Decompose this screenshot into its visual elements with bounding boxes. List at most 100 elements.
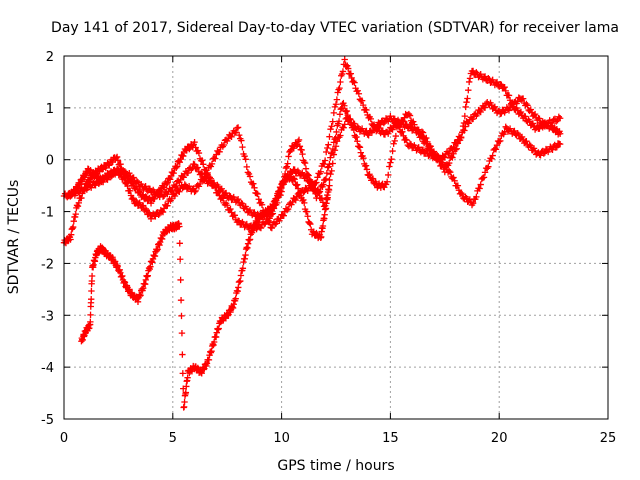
data-point [477, 108, 484, 116]
data-point [244, 244, 251, 252]
data-point [133, 177, 141, 185]
x-tick-label: 5 [169, 431, 177, 446]
data-point [324, 164, 331, 171]
data-point [332, 101, 340, 108]
data-point [210, 341, 217, 349]
data-point [71, 213, 79, 221]
data-point [78, 194, 85, 202]
data-point [498, 81, 505, 88]
y-tick-label: -5 [41, 413, 54, 428]
data-point [238, 199, 245, 207]
data-point [244, 240, 252, 247]
data-point [72, 210, 79, 218]
data-point [379, 127, 386, 134]
data-point [365, 132, 372, 139]
data-point [237, 272, 245, 279]
data-point [324, 194, 331, 201]
data-point [511, 127, 518, 135]
data-point [367, 115, 375, 123]
data-point [147, 200, 155, 207]
data-point [204, 169, 211, 177]
data-point [302, 165, 310, 172]
y-tick-label: -4 [41, 361, 54, 376]
data-point [403, 121, 410, 128]
data-point [450, 150, 457, 157]
data-point [466, 75, 474, 82]
data-point [227, 205, 234, 213]
data-point [505, 107, 513, 114]
data-point [142, 183, 149, 190]
data-point [387, 113, 394, 120]
data-point [477, 70, 484, 78]
data-point [473, 193, 480, 201]
data-point [198, 157, 206, 164]
data-point [515, 131, 522, 138]
data-point [476, 185, 483, 192]
data-point [160, 192, 168, 199]
data-point [360, 154, 367, 162]
data-point [360, 101, 367, 109]
data-point [114, 157, 122, 164]
series-trace-d [78, 171, 333, 411]
data-point [106, 162, 113, 169]
data-point [318, 233, 325, 241]
data-point [151, 252, 159, 260]
axis-ticks: 0 5 10 15 20 25 -5 -4 -3 -2 -1 0 1 2 [41, 50, 616, 446]
data-point [229, 303, 236, 311]
data-point [146, 185, 154, 193]
data-point [354, 138, 361, 145]
data-point [250, 180, 257, 187]
data-point [173, 164, 180, 171]
data-point [343, 107, 351, 115]
data-point [301, 199, 308, 207]
data-point [522, 113, 529, 120]
data-point [249, 227, 256, 234]
data-point [344, 62, 351, 69]
data-point [291, 176, 298, 183]
data-point [309, 182, 317, 189]
data-point [145, 264, 153, 272]
data-point [137, 292, 144, 299]
data-point [519, 95, 527, 102]
data-point [320, 181, 327, 188]
data-point [296, 143, 304, 150]
data-point [387, 159, 394, 166]
data-point [317, 168, 324, 175]
data-point [491, 103, 499, 111]
data-point [326, 133, 333, 140]
data-point [493, 78, 501, 86]
y-tick-label: -1 [41, 206, 54, 221]
data-point [278, 184, 285, 192]
data-point [260, 221, 268, 228]
data-point [334, 89, 341, 96]
data-point [119, 173, 127, 181]
data-point [146, 209, 153, 216]
data-point [284, 160, 291, 167]
data-point [255, 196, 262, 203]
data-point [179, 351, 186, 358]
series-trace-a [60, 56, 564, 222]
data-point [226, 192, 233, 199]
data-point [477, 181, 484, 188]
data-point [248, 228, 255, 235]
data-point [142, 276, 150, 284]
data-point [207, 349, 215, 356]
data-point [246, 173, 254, 180]
data-point [377, 121, 384, 128]
data-point [144, 272, 151, 279]
data-point [400, 132, 407, 140]
data-point [81, 174, 88, 181]
data-point [469, 199, 477, 207]
data-point [143, 273, 151, 280]
data-point [133, 197, 140, 205]
data-point [523, 137, 530, 145]
data-point [181, 398, 188, 406]
data-point [326, 176, 333, 184]
data-point [163, 180, 170, 188]
data-point [469, 67, 477, 75]
data-point [304, 213, 311, 220]
data-point [441, 168, 448, 176]
data-point [306, 219, 313, 227]
data-point [176, 158, 183, 166]
data-point [350, 78, 357, 85]
